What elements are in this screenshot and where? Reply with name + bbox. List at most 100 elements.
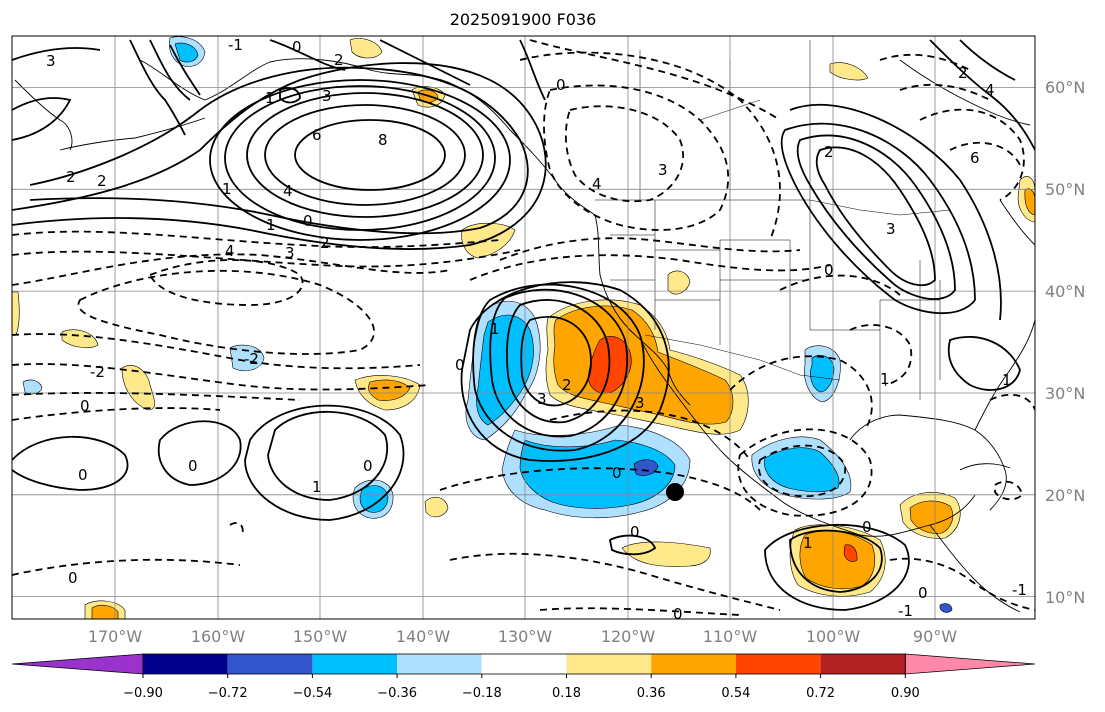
contour-label: 0 [824,261,834,279]
dash-se-coast [989,393,1035,411]
dash-pacific-band-1 [12,230,501,248]
latitude-labels: 60°N 50°N 40°N 30°N 20°N 10°N [1045,78,1085,607]
contour-label: 6 [970,149,980,167]
contour-label: 1 [312,478,322,496]
contour-cutoff-low [520,315,592,407]
contour-north-2 [149,39,191,101]
coastline-gulf [849,414,1007,511]
contour-label: 0 [80,397,90,415]
lon-label: 160°W [191,627,246,646]
dash-pacific-band-3 [12,253,451,286]
shade-small-negative-a [22,36,841,519]
colorbar-frame [142,653,906,675]
contour-label: 0 [68,569,78,587]
contour-subtropic-2 [267,410,389,501]
colorbar-tick-label: −0.36 [377,686,417,701]
dash-east-2 [949,141,1021,166]
dash-north-band [499,237,801,261]
contour-pacific-high-8 [294,119,446,191]
contour-label: 4 [225,242,235,260]
contour-label: 1 [222,180,232,198]
dash-inland-ridge-3 [519,51,781,241]
dash-inland-ridge-2 [565,105,685,203]
coastline-baja-mexico [639,337,976,537]
contour-pacific-high-3 [209,79,511,241]
contour-label: 0 [862,518,872,536]
contour-label: 8 [378,131,388,149]
coastline-east-us [974,319,1035,431]
contour-northeast-1 [929,39,1035,151]
coastline-us-west [594,214,691,406]
contour-pacific-high-1 [12,62,547,250]
dash-tropic-2 [12,558,241,576]
dash-pacific-band-4 [12,333,421,370]
contour-east-trough-3 [780,122,976,315]
contour-subtropic-1 [157,420,242,486]
lat-label: 30°N [1045,384,1085,403]
colorbar-tick-label: 0.18 [552,686,581,701]
border-us-canada [595,199,951,216]
lat-label: 40°N [1045,282,1085,301]
coastline-far-west [14,79,73,151]
colorbar-extend-low [11,653,144,675]
lon-label: 110°W [703,627,758,646]
dash-tropic-4 [539,607,741,616]
dash-pacific-band-7 [12,407,221,421]
colorbar-tick-label: 0.90 [891,686,920,701]
shade-gulf-negative-medium [764,447,840,493]
contour-label: 0 [556,76,566,94]
contour-label: 0 [363,457,373,475]
contour-cutoff-low-5 [460,281,670,462]
contour-label: 3 [635,394,645,412]
contour-pacific-high-6 [264,104,466,206]
colorbar-segment [481,654,567,674]
contour-label: 4 [985,81,995,99]
contour-label: 3 [322,87,332,105]
lon-label: 100°W [806,627,861,646]
colorbar-tick-label: 0.54 [721,686,750,701]
contour-north-3 [169,44,201,96]
dash-central-america [889,557,1035,611]
storm-position-marker [666,483,684,501]
contour-label: 1 [266,216,276,234]
colorbar-tick-label: 0.72 [806,686,835,701]
colorbar: −0.90 −0.72 −0.54 −0.36 −0.18 0.18 0.36 … [11,653,1036,701]
contour-label: 4 [283,182,293,200]
contour-north-1 [129,39,186,136]
contour-label: 3 [285,244,295,262]
shade-small-negative-dark [633,459,953,613]
contour-label: 0 [78,466,88,484]
lon-label: 90°W [913,627,957,646]
contour-label: 1 [1002,371,1012,389]
colorbar-segment [566,654,652,674]
dashed-contours [12,39,1035,616]
coastlines-and-borders [14,58,1035,613]
dash-east-1 [919,108,1025,201]
contour-tropic-west [12,435,129,491]
contour-cutoff-low-4 [472,283,645,452]
colorbar-extend-high [904,653,1036,675]
contour-label: 0 [292,38,302,56]
lat-label: 50°N [1045,180,1085,199]
contour-mexico-low-1 [789,529,883,593]
contour-label: 0 [612,464,622,482]
contour-label: 1 [490,320,500,338]
colorbar-tick-label: −0.18 [462,686,502,701]
contour-northeast-2 [959,39,1016,81]
map-frame [11,35,1036,620]
contour-label: 2 [97,172,107,190]
contour-label: 2 [66,168,76,186]
contour-label: 1 [880,370,890,388]
coastline-cuba [959,463,1011,471]
contour-southeast-1 [947,335,1021,391]
contour-label: -1 [228,36,243,54]
contour-label: 3 [886,220,896,238]
contour-label: 0 [918,584,928,602]
lon-label: 130°W [498,627,553,646]
dash-pacific-low-4 [77,269,375,355]
contour-label: 3 [537,390,547,408]
contour-labels: 3 -1 0 2 1 3 6 8 4 2 2 1 0 1 2 4 3 -2 -2… [46,36,1027,619]
dash-pacific-band-2 [12,249,521,268]
dash-hawaii [229,522,244,536]
contour-north-4 [269,39,346,71]
